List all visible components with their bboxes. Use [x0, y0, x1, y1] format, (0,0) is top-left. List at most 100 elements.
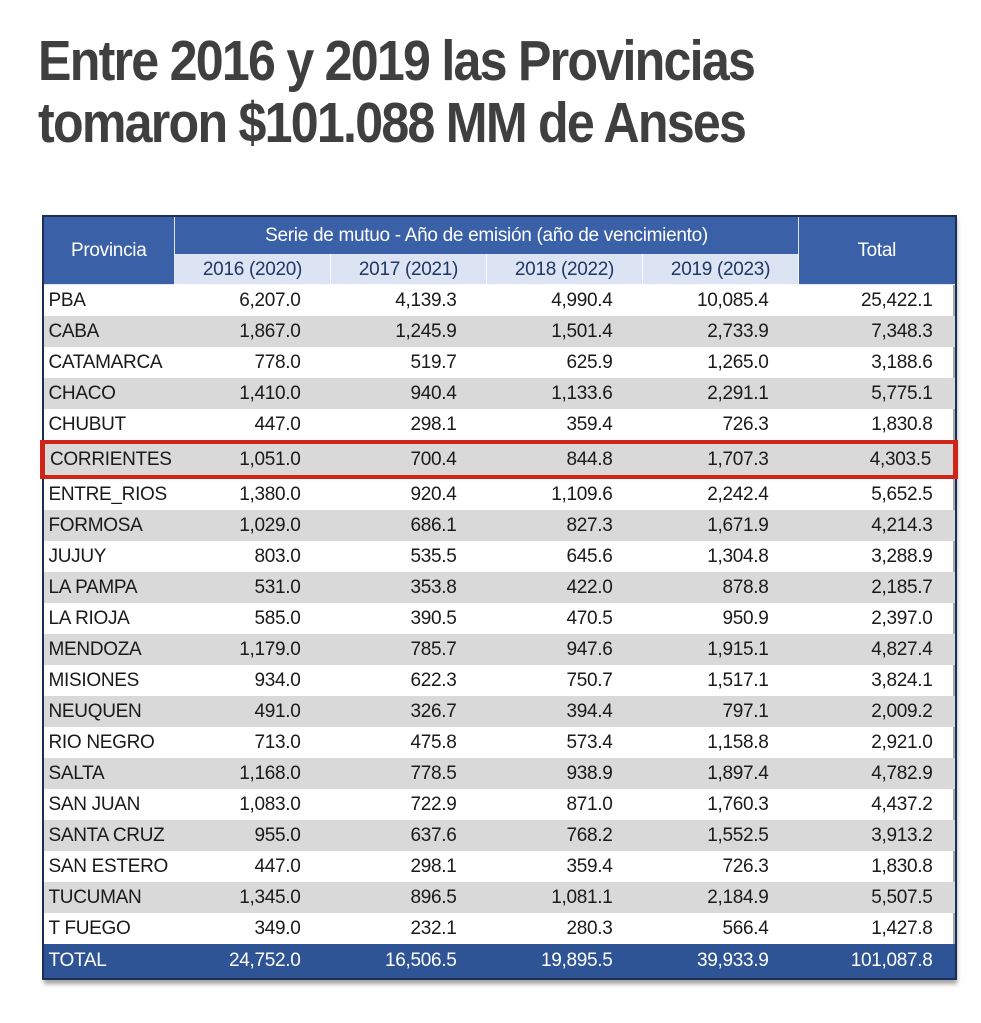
- value-cell: 2,184.9: [642, 882, 799, 913]
- value-cell: 1,830.8: [871, 855, 933, 877]
- value-cell: 622.3: [410, 669, 457, 691]
- value-cell: 726.3: [722, 413, 769, 435]
- value-cell: 4,782.9: [798, 758, 956, 789]
- table-row: LA RIOJA 585.0 390.5 470.5 950.9 2,397.0: [43, 603, 956, 634]
- page-title-line1: Entre 2016 y 2019 las Provincias: [38, 29, 756, 93]
- value-cell: 700.4: [330, 440, 487, 479]
- table-row: JUJUY 803.0 535.5 645.6 1,304.8 3,288.9: [43, 541, 956, 572]
- value-cell: 353.8: [330, 572, 487, 603]
- table-row: LA PAMPA 531.0 353.8 422.0 878.8 2,185.7: [42, 572, 956, 603]
- value-cell: 535.5: [410, 545, 457, 567]
- value-cell: 2,242.4: [707, 483, 769, 505]
- value-cell: 785.7: [330, 634, 487, 665]
- value-cell: 768.2: [486, 820, 643, 851]
- value-cell: 422.0: [486, 572, 643, 603]
- province-cell: MISIONES: [48, 669, 140, 691]
- value-cell: 298.1: [410, 855, 457, 877]
- value-cell: 24,752.0: [174, 944, 331, 979]
- value-cell: 1,830.8: [871, 413, 933, 435]
- province-cell: CATAMARCA: [48, 351, 163, 373]
- column-header-total: Total: [798, 215, 957, 285]
- value-cell: 1,760.3: [707, 793, 769, 815]
- value-cell: 6,207.0: [239, 289, 301, 311]
- value-cell: 2,009.2: [798, 696, 956, 727]
- value-cell: 778.5: [330, 758, 487, 789]
- value-cell: 349.0: [254, 917, 301, 939]
- province-cell: CORRIENTES: [40, 440, 175, 479]
- value-cell: 878.8: [642, 572, 799, 603]
- table-row: ENTRE_RIOS 1,380.0 920.4 1,109.6 2,242.4 5,65…: [43, 477, 956, 510]
- value-cell: 2,397.0: [871, 607, 933, 629]
- value-cell: 1,501.4: [486, 316, 643, 347]
- value-cell: 1,051.0: [174, 440, 331, 479]
- table-row: PBA 6,207.0 4,139.3 4,990.4 10,085.4 25,422.1: [43, 285, 956, 317]
- value-cell: 2,921.0: [871, 731, 933, 753]
- province-cell: SAN JUAN: [48, 793, 141, 815]
- value-cell: 2,733.9: [642, 316, 799, 347]
- value-cell: 3,913.2: [798, 820, 956, 851]
- province-cell: RIO NEGRO: [48, 731, 155, 753]
- value-cell: 3,188.6: [871, 351, 933, 373]
- value-cell: 896.5: [330, 882, 487, 913]
- value-cell: 531.0: [174, 572, 331, 603]
- value-cell: 4,303.5: [798, 440, 959, 479]
- value-cell: 5,652.5: [871, 483, 933, 505]
- table-row: RIO NEGRO 713.0 475.8 573.4 1,158.8 2,921.0: [43, 727, 956, 758]
- value-cell: 1,245.9: [330, 316, 487, 347]
- province-cell: ENTRE_RIOS: [48, 483, 168, 505]
- value-cell: 4,214.3: [798, 510, 956, 541]
- value-cell: 1,168.0: [174, 758, 331, 789]
- value-cell: 2,185.7: [798, 572, 956, 603]
- value-cell: 390.5: [410, 607, 457, 629]
- value-cell: 1,552.5: [642, 820, 799, 851]
- table-row: CABA 1,867.0 1,245.9 1,501.4 2,733.9 7,348.3: [42, 316, 956, 347]
- table-row: MISIONES 934.0 622.3 750.7 1,517.1 3,824.1: [43, 665, 956, 696]
- value-cell: 713.0: [254, 731, 301, 753]
- year-column-header: 2019 (2023): [641, 254, 800, 285]
- value-cell: 1,671.9: [642, 510, 799, 541]
- value-cell: 940.4: [330, 378, 487, 409]
- value-cell: 585.0: [254, 607, 301, 629]
- value-cell: 938.9: [486, 758, 643, 789]
- value-cell: 1,897.4: [642, 758, 799, 789]
- value-cell: 4,139.3: [395, 289, 457, 311]
- value-cell: 920.4: [410, 483, 457, 505]
- column-header-provincia: Provincia: [42, 215, 175, 285]
- year-column-header: 2016 (2020): [174, 254, 331, 285]
- table-body: PBA 6,207.0 4,139.3 4,990.4 10,085.4 25,422.1…: [40, 285, 959, 979]
- year-column-header: 2017 (2021): [330, 254, 487, 285]
- value-cell: 5,775.1: [798, 378, 956, 409]
- value-cell: 19,895.5: [486, 944, 643, 979]
- value-cell: 519.7: [410, 351, 457, 373]
- table-row: SAN JUAN 1,083.0 722.9 871.0 1,760.3 4,437.2: [43, 789, 956, 820]
- value-cell: 1,179.0: [174, 634, 331, 665]
- value-cell: 1,867.0: [174, 316, 331, 347]
- value-cell: 359.4: [566, 855, 613, 877]
- value-cell: 101,087.8: [798, 944, 956, 979]
- page-title-line2: tomaron $101.088 MM de Anses: [38, 91, 747, 156]
- value-cell: 3,288.9: [871, 545, 933, 567]
- value-cell: 447.0: [254, 413, 301, 435]
- province-cell: SALTA: [42, 758, 175, 789]
- province-cell: T FUEGO: [48, 917, 131, 939]
- value-cell: 950.9: [722, 607, 769, 629]
- value-cell: 778.0: [254, 351, 301, 373]
- value-cell: 326.7: [330, 696, 487, 727]
- value-cell: 7,348.3: [798, 316, 956, 347]
- value-cell: 1,109.6: [551, 483, 613, 505]
- province-cell: TUCUMAN: [42, 882, 175, 913]
- value-cell: 1,517.1: [707, 669, 769, 691]
- table-row: SALTA 1,168.0 778.5 938.9 1,897.4 4,782.9: [42, 758, 956, 789]
- value-cell: 844.8: [486, 440, 643, 479]
- value-cell: 4,827.4: [798, 634, 956, 665]
- value-cell: 625.9: [566, 351, 613, 373]
- province-cell: JUJUY: [48, 545, 107, 567]
- value-cell: 1,915.1: [642, 634, 799, 665]
- data-table: Provincia Serie de mutuo - Año de emisió…: [40, 215, 959, 980]
- table-row: MENDOZA 1,179.0 785.7 947.6 1,915.1 4,827.4: [42, 634, 956, 665]
- value-cell: 491.0: [174, 696, 331, 727]
- value-cell: 1,380.0: [239, 483, 301, 505]
- value-cell: 1,427.8: [871, 917, 933, 939]
- table-row: T FUEGO 349.0 232.1 280.3 566.4 1,427.8: [43, 913, 956, 944]
